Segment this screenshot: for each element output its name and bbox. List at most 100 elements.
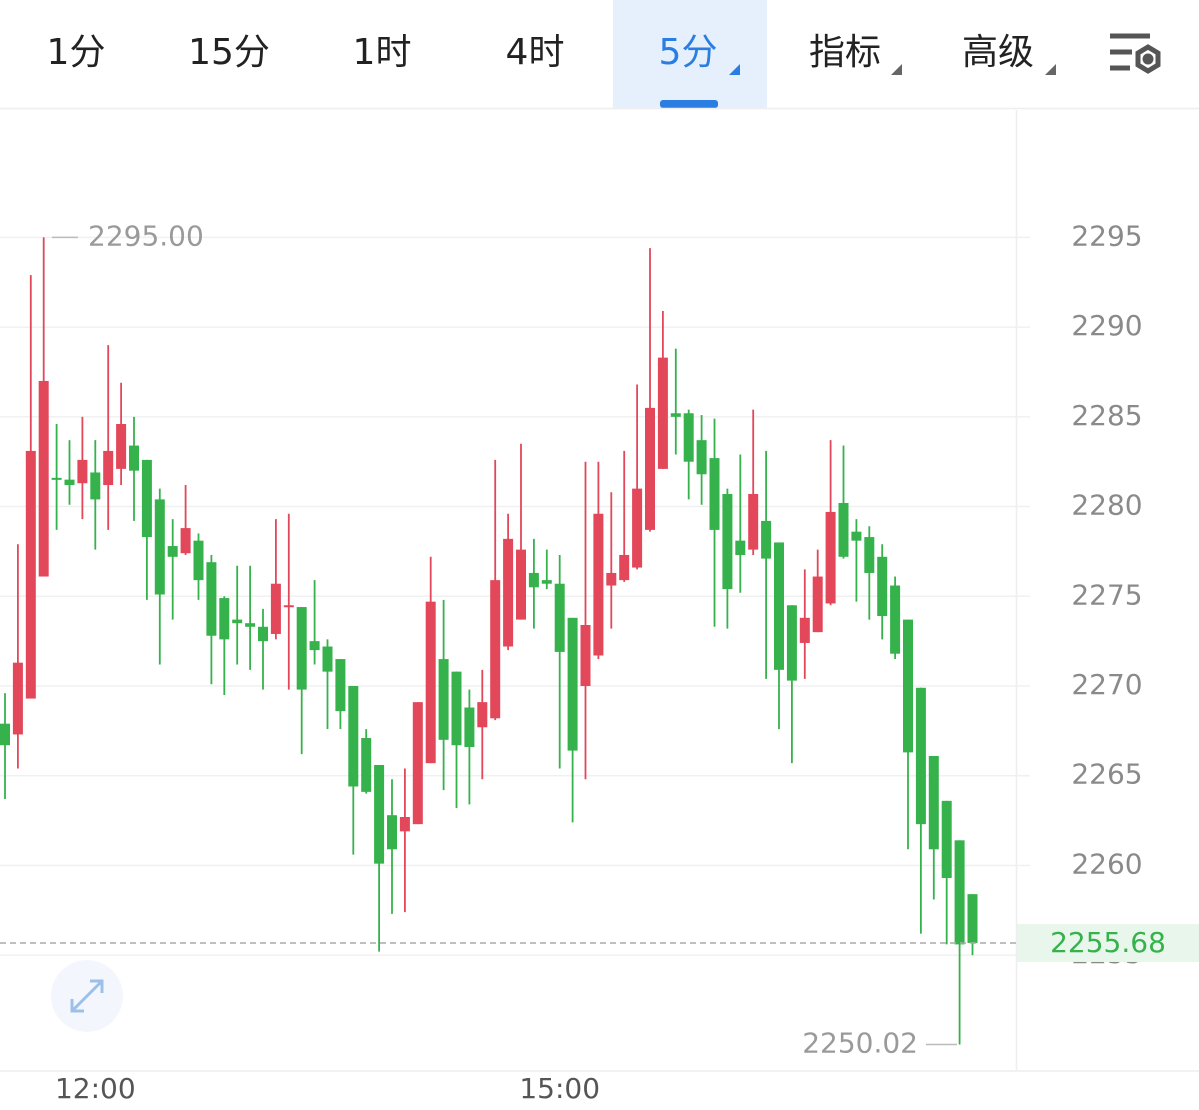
candle-body [0,723,10,746]
y-tick-label: 2285 [1071,399,1142,432]
candle-body [774,542,784,670]
candle-body [825,511,836,604]
candle-body [154,499,165,595]
x-tick-label: 12:00 [55,1072,136,1105]
high-label: 2295.00 [88,219,204,252]
y-tick-label: 2275 [1071,578,1142,611]
candle-body [387,815,397,850]
candle-body [941,800,952,878]
candle-body [903,619,913,753]
candle-body [967,894,978,943]
candle-body [619,555,630,581]
candle-body [477,702,488,728]
candle-body [374,764,385,864]
candle-body [425,601,436,764]
tab[interactable]: 高级 [962,32,1034,73]
candle-body [490,580,501,719]
candle-body [812,576,823,633]
tab[interactable]: 4时 [506,32,565,73]
candle-body [283,605,294,608]
candle-body [335,659,346,712]
candle-body [90,472,101,500]
candle-body [541,580,552,584]
active-tab-bg [613,0,767,108]
candle-body [25,450,36,699]
candle-body [348,686,359,787]
y-tick-label: 2290 [1071,309,1142,342]
candle-body [219,598,230,640]
candle-body [890,585,901,654]
candle-body [554,583,565,652]
candle-body [632,488,643,568]
candle-body [270,583,281,634]
tab[interactable]: 15分 [188,32,270,73]
candle-body [838,502,849,557]
y-tick-label: 2295 [1071,219,1142,252]
candle-body [709,458,720,530]
tab[interactable]: 1分 [47,32,106,73]
candle-body [580,624,591,686]
candle-body [64,479,75,486]
last-price-box [1017,923,1199,962]
candle-body [12,662,23,735]
dropdown-arrow [729,64,740,75]
candle-body [799,617,810,643]
candle-body [877,556,888,617]
candle-body [451,671,462,746]
candle-body [645,407,655,530]
candle-body [399,816,410,832]
expand-button[interactable] [51,960,123,1032]
candle-body [606,572,617,586]
low-label: 2250.02 [802,1027,918,1060]
candle-body [670,413,681,417]
candle-body [761,520,772,559]
candle-body [683,413,694,462]
candle-body [657,357,668,469]
candle-body [322,646,333,672]
candle-body [180,528,191,554]
candle-body [245,623,256,627]
candle-body [851,531,862,541]
candle-body [38,380,49,577]
tab[interactable]: 指标 [809,32,881,73]
candle-body [735,540,746,556]
x-tick-label: 15:00 [519,1072,600,1105]
candle-body [51,477,62,480]
candle-body [296,607,307,690]
candle-body [129,445,139,471]
tab-active[interactable]: 5分 [659,32,718,73]
candle-body [722,494,733,590]
candle-body [167,546,178,557]
candle-body [412,702,423,825]
settings-icon[interactable] [1110,33,1161,74]
y-tick-label: 2260 [1071,847,1142,880]
candle-body [954,840,965,945]
candle-body [77,459,88,484]
candle-body [193,540,204,581]
y-tick-label: 2280 [1071,489,1142,522]
candle-body [309,641,320,651]
candle-body [915,687,926,825]
active-tab-underline [660,100,718,108]
y-tick-label: 2270 [1071,668,1142,701]
candle-body [361,738,372,792]
y-tick-label: 2265 [1071,758,1142,791]
candle-body [786,605,797,681]
candle-body [928,755,939,850]
candle-body [516,549,526,620]
dropdown-arrow [1045,64,1056,75]
last-price-label: 2255.68 [1050,926,1166,959]
candle-body [258,626,268,642]
candle-body [696,440,707,475]
candle-body [438,659,449,740]
candle-body [116,424,127,469]
candle-body [567,617,578,751]
dropdown-arrow [891,64,902,75]
candle-body [103,450,114,486]
tab[interactable]: 1时 [353,32,412,73]
candle-body [464,707,475,748]
candle-body [864,537,875,573]
candle-body [503,538,514,647]
candle-body [141,459,152,538]
